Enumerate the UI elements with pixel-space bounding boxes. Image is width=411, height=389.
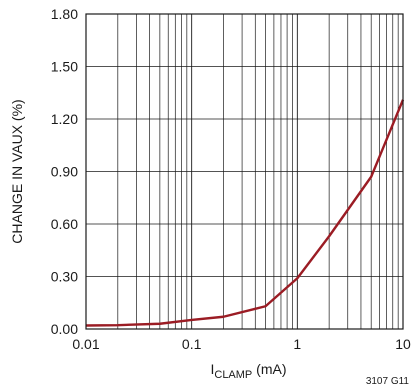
- x-tick-label: 0.01: [72, 336, 99, 352]
- y-tick-label: 0.90: [51, 164, 78, 180]
- y-tick-labels: 0.00 0.30 0.60 0.90 1.20 1.50 1.80: [51, 6, 78, 337]
- y-tick-label: 1.20: [51, 111, 78, 127]
- x-tick-label: 0.1: [182, 336, 202, 352]
- y-tick-label: 1.50: [51, 59, 78, 75]
- plot-frame: [85, 13, 404, 330]
- x-axis-title-main: I: [210, 361, 214, 377]
- x-tick-label: 10: [395, 336, 411, 352]
- x-tick-labels: 0.01 0.1 1 10: [72, 336, 411, 352]
- series-line: [85, 99, 405, 327]
- x-tick-label: 1: [293, 336, 301, 352]
- grid-lines: [85, 13, 403, 330]
- series-group: [85, 99, 405, 327]
- x-axis-title-subscript: CLAMP: [214, 369, 252, 381]
- y-tick-label: 0.60: [51, 216, 78, 232]
- x-axis-title: ICLAMP (mA): [210, 361, 286, 381]
- y-tick-label: 0.00: [51, 321, 78, 337]
- figure-id: 3107 G11: [366, 376, 410, 387]
- y-tick-label: 0.30: [51, 269, 78, 285]
- y-axis-title: CHANGE IN VAUX (%): [9, 99, 25, 243]
- x-axis-title-unit: (mA): [252, 361, 286, 377]
- y-tick-label: 1.80: [51, 6, 78, 22]
